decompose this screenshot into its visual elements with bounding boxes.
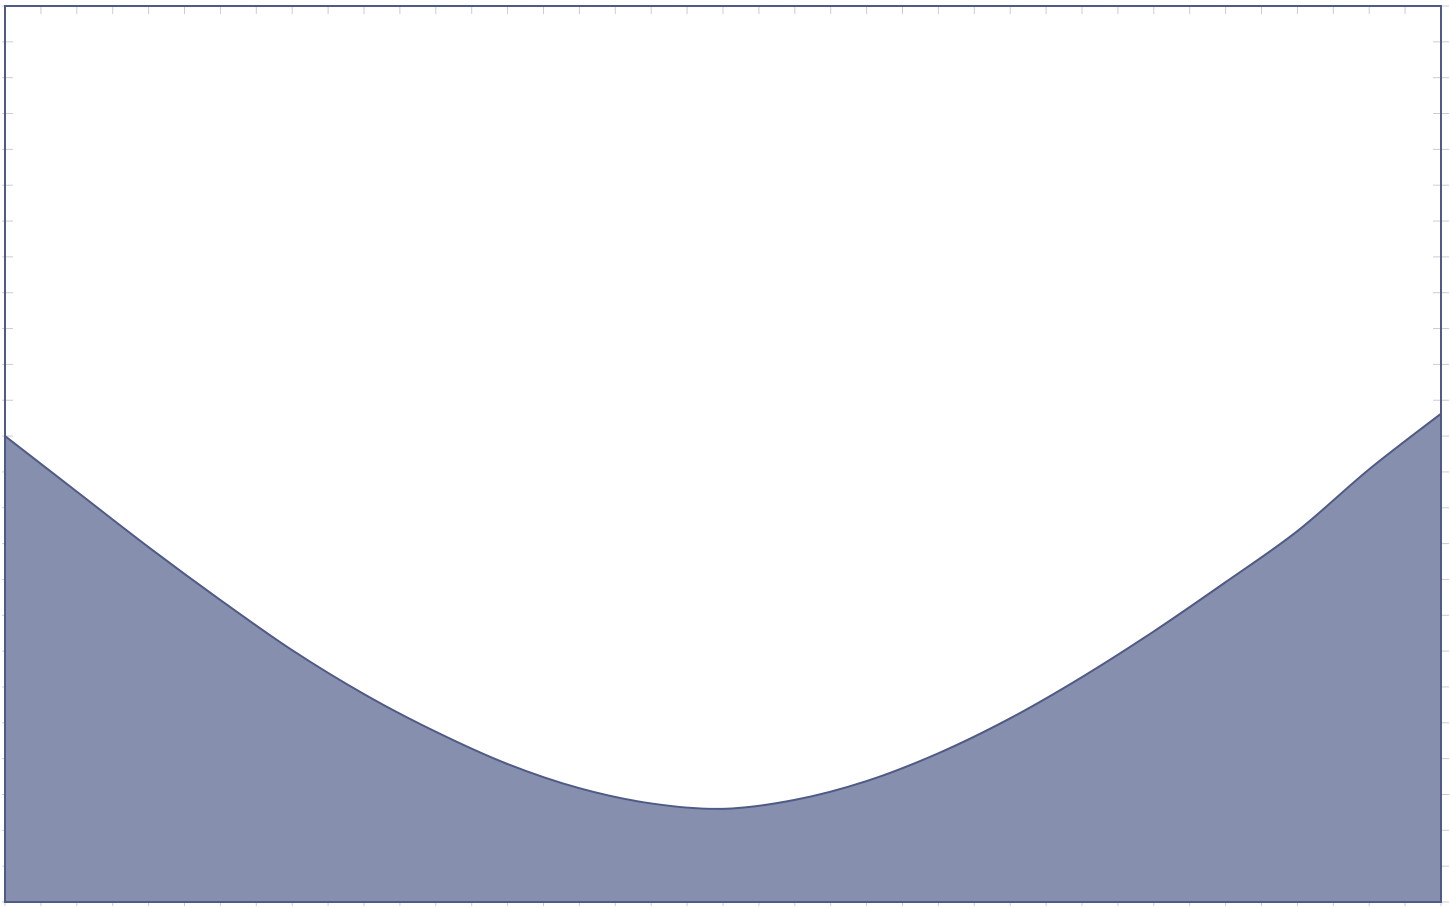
plot-frame <box>4 5 1442 903</box>
area-fill-series-0 <box>5 413 1441 902</box>
area-layer <box>4 412 1442 902</box>
area-line-series-0 <box>4 412 1442 810</box>
